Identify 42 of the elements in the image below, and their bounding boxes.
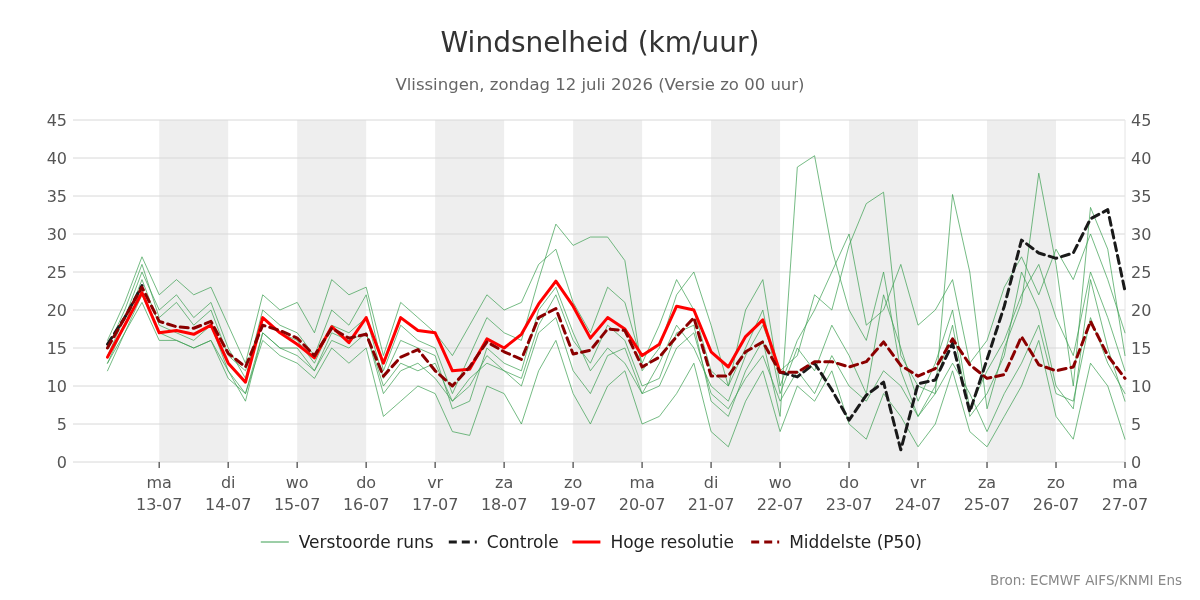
y2-tick-label: 10 bbox=[1131, 376, 1152, 396]
y-tick-label: 35 bbox=[46, 186, 67, 206]
x-tick-label: wo 22-07 bbox=[756, 473, 804, 514]
x-tick-label: za 18-07 bbox=[480, 473, 528, 514]
x-tick-label: ma 20-07 bbox=[618, 473, 666, 514]
legend-label: Verstoorde runs bbox=[298, 531, 434, 552]
y-tick-label: 20 bbox=[46, 300, 67, 320]
y2-tick-label: 40 bbox=[1131, 148, 1152, 168]
y-tick-label: 45 bbox=[46, 110, 67, 130]
y-tick-label: 15 bbox=[46, 338, 67, 358]
y2-tick-label: 35 bbox=[1131, 186, 1152, 206]
y-tick-label: 10 bbox=[46, 376, 67, 396]
y2-tick-label: 25 bbox=[1131, 262, 1152, 282]
x-tick-label: ma 13-07 bbox=[135, 473, 183, 514]
legend-label: Hoge resolutie bbox=[610, 531, 734, 552]
y2-tick-label: 0 bbox=[1131, 452, 1142, 472]
y-tick-label: 40 bbox=[46, 148, 67, 168]
x-tick-label: zo 26-07 bbox=[1032, 473, 1080, 514]
chart-subtitle: Vlissingen, zondag 12 juli 2026 (Versie zo 00 uur) bbox=[395, 75, 805, 94]
x-tick-label: vr 24-07 bbox=[894, 473, 942, 514]
y2-tick-label: 20 bbox=[1131, 300, 1152, 320]
y-tick-label: 25 bbox=[46, 262, 67, 282]
chart-title: Windsnelheid (km/uur) bbox=[440, 26, 760, 59]
text: Bron: ECMWF AIFS/KNMI Ens bbox=[989, 572, 1182, 588]
x-tick-label: di 14-07 bbox=[204, 473, 252, 514]
x-tick-label: di 21-07 bbox=[687, 473, 735, 514]
x-tick-label: ma 27-07 bbox=[1101, 473, 1149, 514]
y2-tick-label: 45 bbox=[1131, 110, 1152, 130]
x-tick-label: za 25-07 bbox=[963, 473, 1011, 514]
y2-tick-label: 15 bbox=[1131, 338, 1152, 358]
x-tick-label: vr 17-07 bbox=[411, 473, 459, 514]
y-tick-label: 0 bbox=[56, 452, 67, 472]
x-tick-label: zo 19-07 bbox=[549, 473, 597, 514]
y-tick-label: 5 bbox=[56, 414, 67, 434]
y2-tick-label: 30 bbox=[1131, 224, 1152, 244]
y2-tick-label: 5 bbox=[1131, 414, 1142, 434]
y-tick-label: 30 bbox=[46, 224, 67, 244]
x-tick-label: do 23-07 bbox=[825, 473, 873, 514]
legend-label: Middelste (P50) bbox=[789, 531, 922, 552]
x-tick-label: do 16-07 bbox=[342, 473, 390, 514]
legend-label: Controle bbox=[486, 531, 559, 552]
x-tick-label: wo 15-07 bbox=[273, 473, 321, 514]
